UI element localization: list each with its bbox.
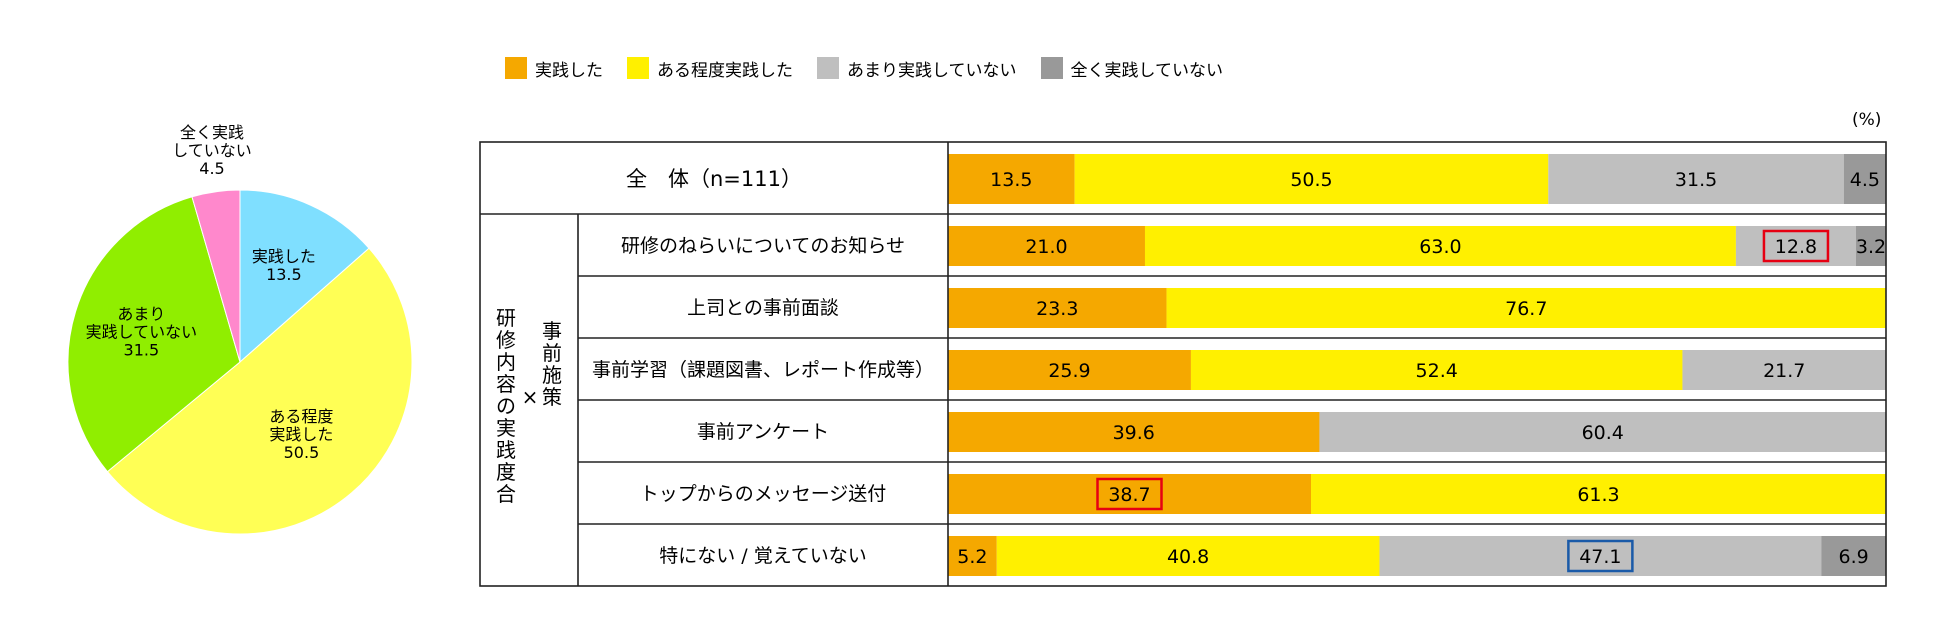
bar-value-label: 50.5 bbox=[1290, 169, 1332, 191]
legend-item-not-practiced: 全く実践していない bbox=[1040, 56, 1224, 81]
row-label: 事前学習（課題図書、レポート作成等） bbox=[592, 359, 934, 381]
pie-slice bbox=[239, 189, 370, 364]
bar-value-label: 23.3 bbox=[1036, 298, 1078, 320]
bar-segment bbox=[996, 536, 1380, 576]
row-label: 上司との事前面談 bbox=[687, 297, 839, 319]
bar-segment bbox=[1843, 154, 1886, 204]
highlight-box bbox=[1762, 229, 1830, 263]
bar-value-label: 25.9 bbox=[1048, 360, 1090, 382]
legend-swatch bbox=[505, 57, 527, 79]
bar-segment bbox=[1190, 350, 1683, 390]
bar-value-label: 38.7 bbox=[1108, 484, 1150, 506]
bar-segment bbox=[1379, 536, 1822, 576]
bar-value-label: 12.8 bbox=[1775, 236, 1817, 258]
bar-segment bbox=[1319, 412, 1886, 452]
highlight-box bbox=[1096, 477, 1163, 511]
row-label: 特にない / 覚えていない bbox=[659, 545, 867, 567]
bar-segment bbox=[948, 474, 1312, 514]
pie-slice-label: 全く実践していない 4.5 bbox=[172, 123, 252, 178]
legend: 実践した ある程度実践した あまり実践していない 全く実践していない bbox=[505, 54, 1247, 82]
row-label: 事前アンケート bbox=[697, 421, 829, 443]
bar-value-label: 39.6 bbox=[1113, 422, 1155, 444]
bar-value-label: 61.3 bbox=[1577, 484, 1619, 506]
bar-value-label: 40.8 bbox=[1167, 546, 1209, 568]
bar-value-label: 3.2 bbox=[1856, 236, 1886, 258]
bar-value-label: 52.4 bbox=[1416, 360, 1458, 382]
pie-slice-label: ある程度実践した 50.5 bbox=[269, 407, 333, 462]
legend-swatch bbox=[1040, 57, 1063, 79]
pie-slice bbox=[67, 196, 241, 473]
bar-value-label: 4.5 bbox=[1850, 169, 1880, 191]
bar-segment bbox=[948, 288, 1167, 328]
legend-label: 実践した bbox=[535, 60, 603, 81]
bar-segment bbox=[1311, 474, 1886, 514]
row-label: トップからのメッセージ送付 bbox=[640, 483, 887, 505]
legend-item-somewhat-practiced: ある程度実践した bbox=[627, 56, 793, 81]
legend-swatch bbox=[817, 57, 839, 79]
bar-segment bbox=[1144, 226, 1736, 266]
bar-segment bbox=[1855, 226, 1886, 266]
bar-segment bbox=[948, 350, 1191, 390]
bar-segment bbox=[1166, 288, 1886, 328]
bar-value-label: 5.2 bbox=[957, 546, 987, 568]
pie-chart: 実践した 13.5 ある程度実践した 50.5 あまり実践していない 31.5 全く実践して… bbox=[67, 123, 413, 535]
bar-value-label: 13.5 bbox=[990, 169, 1032, 191]
table-border bbox=[479, 141, 1887, 587]
bar-segment bbox=[948, 226, 1145, 266]
legend-label: ある程度実践した bbox=[657, 60, 793, 81]
bar-value-label: 31.5 bbox=[1675, 169, 1717, 191]
bar-value-label: 76.7 bbox=[1505, 298, 1547, 320]
bar-value-label: 60.4 bbox=[1582, 422, 1624, 444]
bar-segment bbox=[948, 412, 1320, 452]
total-row-label: 全 体（n=111） bbox=[626, 167, 802, 191]
bar-segment bbox=[1735, 226, 1856, 266]
pie-slice bbox=[191, 189, 241, 363]
legend-label: あまり実践していない bbox=[847, 60, 1017, 81]
bar-segment bbox=[1548, 154, 1844, 204]
legend-label: 全く実践していない bbox=[1070, 60, 1224, 81]
bar-segment bbox=[1074, 154, 1549, 204]
bar-segment bbox=[1821, 536, 1886, 576]
bar-value-label: 47.1 bbox=[1579, 546, 1621, 568]
highlight-box bbox=[1567, 539, 1634, 573]
pie-slice bbox=[106, 247, 413, 535]
bar-segment bbox=[948, 154, 1075, 204]
group-label-outer: 研修内容の実践度合 bbox=[496, 306, 516, 506]
bar-segment bbox=[948, 536, 997, 576]
row-label: 研修のねらいについてのお知らせ bbox=[621, 235, 905, 257]
bar-value-label: 21.0 bbox=[1025, 236, 1067, 258]
bar-value-label: 21.7 bbox=[1763, 360, 1805, 382]
group-label-cross: × bbox=[522, 385, 539, 409]
legend-item-practiced: 実践した bbox=[505, 56, 603, 81]
legend-item-rarely-practiced: あまり実践していない bbox=[817, 56, 1017, 81]
group-label-inner: 事前施策 bbox=[542, 319, 562, 409]
unit-label: (%) bbox=[1852, 110, 1882, 130]
pie-slice-label: あまり実践していない 31.5 bbox=[86, 305, 198, 360]
bar-segment bbox=[1682, 350, 1886, 390]
bar-value-label: 6.9 bbox=[1839, 546, 1869, 568]
legend-swatch bbox=[627, 57, 649, 79]
bar-value-label: 63.0 bbox=[1419, 236, 1461, 258]
pie-slice-label: 実践した 13.5 bbox=[252, 247, 316, 284]
